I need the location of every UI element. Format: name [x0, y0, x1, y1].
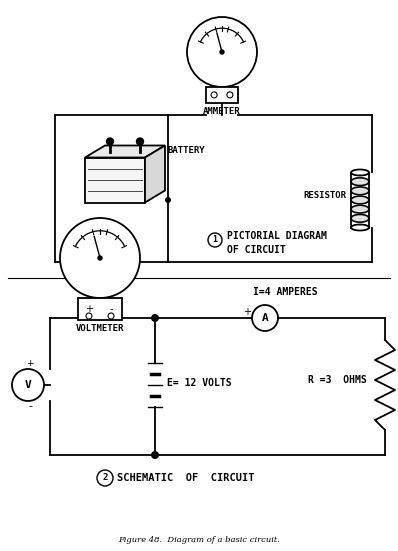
- Text: RESISTOR: RESISTOR: [303, 191, 346, 199]
- Circle shape: [108, 313, 114, 319]
- Ellipse shape: [351, 187, 369, 195]
- Circle shape: [98, 256, 102, 260]
- Circle shape: [187, 17, 257, 87]
- Text: BATTERY: BATTERY: [168, 146, 206, 155]
- Ellipse shape: [351, 170, 369, 176]
- Text: R =3  OHMS: R =3 OHMS: [308, 375, 367, 385]
- Circle shape: [252, 305, 278, 331]
- Text: -: -: [28, 401, 32, 411]
- Bar: [206, 87, 238, 102]
- Text: +: +: [26, 359, 34, 369]
- Text: +: +: [85, 304, 93, 314]
- Bar: [85, 158, 145, 203]
- Text: AMMETER: AMMETER: [203, 107, 241, 116]
- Ellipse shape: [351, 224, 369, 230]
- Text: +: +: [243, 307, 251, 317]
- Circle shape: [151, 451, 159, 459]
- Text: VOLTMETER: VOLTMETER: [76, 324, 124, 333]
- Text: SCHEMATIC  OF  CIRCUIT: SCHEMATIC OF CIRCUIT: [117, 473, 254, 483]
- Bar: [78, 298, 122, 320]
- Circle shape: [12, 369, 44, 401]
- Text: I=4 AMPERES: I=4 AMPERES: [253, 287, 317, 297]
- Text: PICTORIAL DIAGRAM: PICTORIAL DIAGRAM: [227, 231, 327, 241]
- Polygon shape: [85, 145, 165, 158]
- Circle shape: [151, 314, 159, 322]
- Ellipse shape: [351, 178, 369, 186]
- Circle shape: [97, 470, 113, 486]
- Circle shape: [220, 50, 224, 54]
- Text: OF CIRCUIT: OF CIRCUIT: [227, 245, 286, 255]
- Text: Figure 48.  Diagram of a basic circuit.: Figure 48. Diagram of a basic circuit.: [118, 536, 280, 544]
- Bar: [351, 172, 369, 228]
- Ellipse shape: [351, 206, 369, 213]
- Ellipse shape: [351, 214, 369, 222]
- Circle shape: [60, 218, 140, 298]
- Text: 1: 1: [213, 235, 217, 245]
- Ellipse shape: [351, 196, 369, 204]
- Text: A: A: [261, 313, 268, 323]
- Text: V: V: [25, 380, 31, 390]
- Text: -: -: [109, 304, 113, 314]
- Circle shape: [86, 313, 92, 319]
- Circle shape: [227, 92, 233, 98]
- Text: E= 12 VOLTS: E= 12 VOLTS: [167, 378, 232, 388]
- Polygon shape: [145, 145, 165, 203]
- Circle shape: [211, 92, 217, 98]
- Circle shape: [208, 233, 222, 247]
- Circle shape: [107, 138, 113, 145]
- Circle shape: [165, 197, 171, 203]
- Text: 2: 2: [102, 473, 108, 483]
- Circle shape: [137, 138, 144, 145]
